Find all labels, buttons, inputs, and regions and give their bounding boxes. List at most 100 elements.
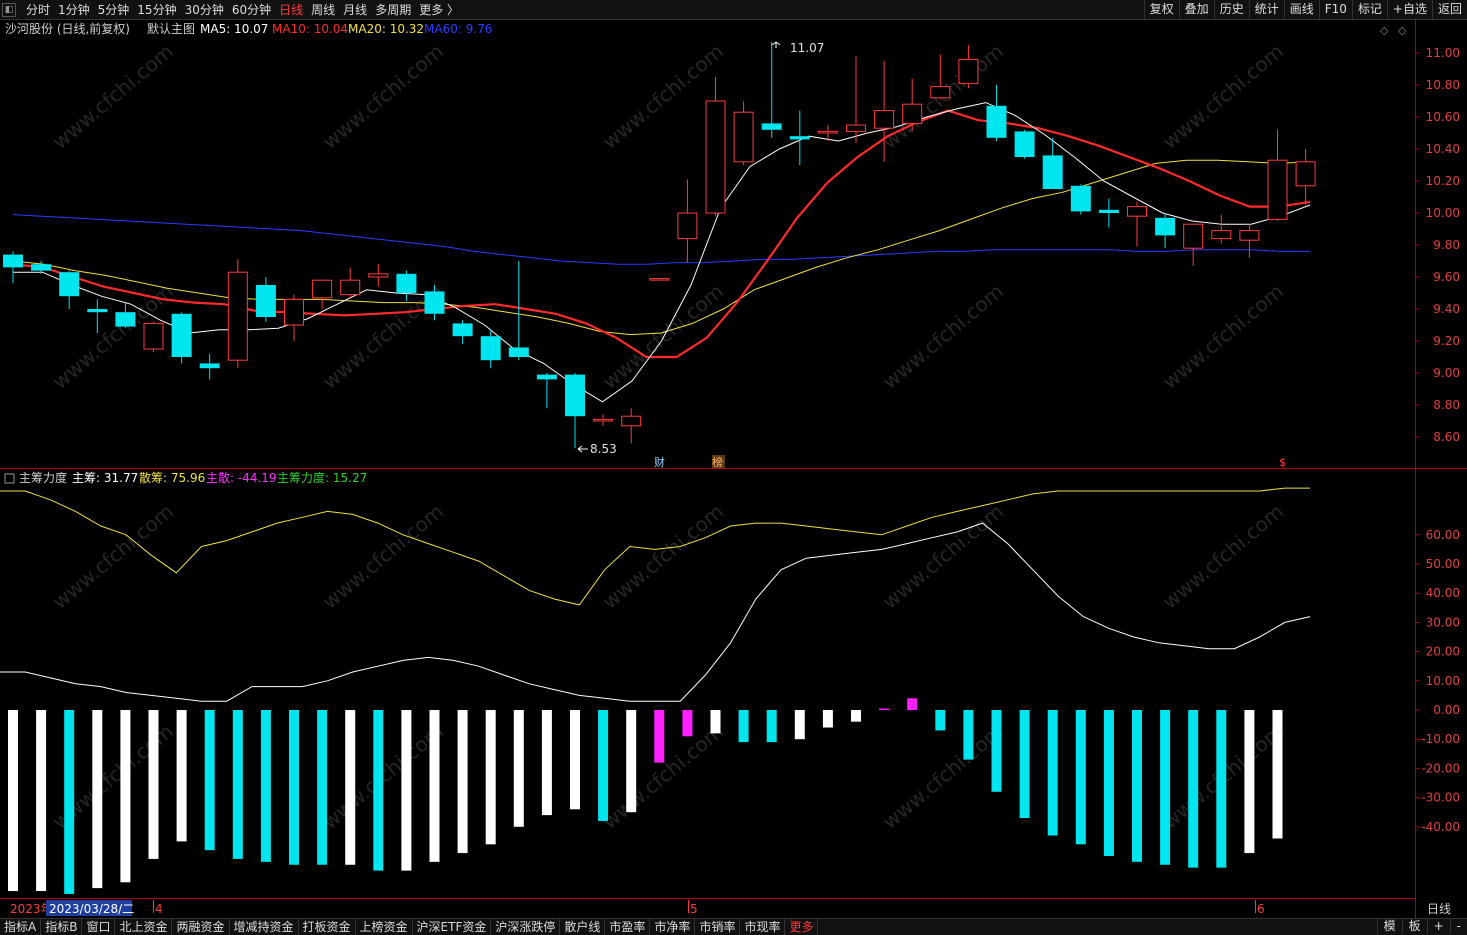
ma10-line — [12, 109, 1311, 359]
candlesticks — [3, 41, 1316, 449]
histogram-bar — [485, 710, 496, 845]
histogram-bar — [1272, 710, 1283, 839]
bottom-control-0[interactable]: 模 — [1376, 918, 1402, 934]
candle — [1070, 184, 1091, 215]
histogram-bar — [907, 698, 918, 710]
candle — [508, 261, 529, 361]
price-tick: 9.80 — [1433, 238, 1460, 252]
timeframe-tab-10[interactable]: 更多 〉 — [419, 3, 460, 17]
candle — [958, 45, 979, 89]
indicator-tab-5[interactable]: 增减持资金 — [230, 919, 299, 935]
candle — [621, 408, 642, 444]
candle — [31, 261, 52, 274]
histogram-bar — [317, 710, 328, 865]
indicator-name: 默认主图 — [147, 21, 195, 36]
toolbar-button-7[interactable]: +自选 — [1386, 0, 1432, 19]
toolbar-button-2[interactable]: 历史 — [1213, 0, 1249, 19]
price-tick: 8.60 — [1433, 430, 1460, 444]
dividend-marker[interactable]: $ — [1279, 456, 1286, 469]
indicator-tab-7[interactable]: 上榜资金 — [356, 919, 413, 935]
indicator-tab-4[interactable]: 两融资金 — [172, 919, 230, 935]
price-tick: 8.80 — [1433, 398, 1460, 412]
timeframe-tab-4[interactable]: 30分钟 — [184, 3, 224, 17]
histogram-bar — [1075, 710, 1086, 845]
finance-marker[interactable]: 财 — [654, 455, 665, 469]
ma10-label: MA10: 10.04 — [272, 22, 348, 36]
candle — [986, 85, 1007, 141]
sub-indicator-title: 主筹力度 — [19, 470, 67, 485]
price-tick: 10.80 — [1426, 78, 1460, 92]
sub-panel-toggle-icon[interactable] — [4, 473, 15, 484]
toolbar-button-3[interactable]: 统计 — [1248, 0, 1284, 19]
candle — [143, 321, 164, 353]
timeframe-tab-9[interactable]: 多周期 — [375, 3, 412, 17]
year-label: 2023年 — [10, 902, 53, 916]
histogram-bar — [260, 710, 271, 862]
histogram-bar — [541, 710, 552, 816]
indicator-tab-6[interactable]: 打板资金 — [299, 919, 356, 935]
indicator-tab-1[interactable]: 指标B — [41, 919, 83, 935]
histogram-bar — [1047, 710, 1058, 836]
timeframe-tab-6[interactable]: 日线 — [279, 3, 304, 17]
candle — [396, 270, 417, 301]
indicator-tab-11[interactable]: 市盈率 — [605, 919, 651, 935]
indicator-tab-2[interactable]: 窗口 — [82, 919, 116, 935]
sub-tick: -30.00 — [1421, 791, 1460, 805]
toolbar-button-1[interactable]: 叠加 — [1178, 0, 1214, 19]
histogram-bar — [176, 710, 187, 842]
top-right-toolbar: 复权 叠加 历史 统计 画线 F10 标记 +自选 返回 — [1143, 0, 1467, 19]
board-marker[interactable]: 榜 — [712, 455, 723, 469]
candle — [1014, 129, 1035, 159]
timeframe-tab-7[interactable]: 周线 — [311, 3, 336, 17]
histogram-bar — [822, 710, 833, 728]
candle — [424, 285, 445, 321]
candle — [199, 353, 220, 380]
indicator-tab-15[interactable]: 更多 — [785, 919, 819, 935]
histogram-bar — [401, 710, 412, 871]
timeframe-tab-3[interactable]: 15分钟 — [137, 3, 177, 17]
toolbar-button-0[interactable]: 复权 — [1143, 0, 1179, 19]
indicator-tab-3[interactable]: 北上资金 — [115, 919, 173, 935]
indicator-tab-12[interactable]: 市净率 — [650, 919, 696, 935]
sub-tick: 0.00 — [1433, 703, 1460, 717]
toolbar-button-4[interactable]: 画线 — [1283, 0, 1319, 19]
indicator-tab-13[interactable]: 市销率 — [695, 919, 741, 935]
timeframe-tab-0[interactable]: 分时 — [26, 3, 51, 17]
histogram-bar — [373, 710, 384, 871]
indicator-tab-0[interactable]: 指标A — [0, 919, 42, 935]
diamond-icon[interactable]: ◇ — [1380, 24, 1389, 37]
timeframe-tab-2[interactable]: 5分钟 — [97, 3, 130, 17]
candle — [1267, 129, 1288, 221]
bottom-control-1[interactable]: 板 — [1401, 918, 1427, 934]
candle — [284, 294, 304, 341]
toolbar-button-6[interactable]: 标记 — [1351, 0, 1387, 19]
timeframe-tab-1[interactable]: 1分钟 — [58, 3, 90, 17]
bottom-control-3[interactable]: - — [1449, 918, 1467, 934]
indicator-tab-10[interactable]: 散户线 — [560, 919, 606, 935]
indicator-tab-9[interactable]: 沪深涨跌停 — [491, 919, 561, 935]
histogram-bar — [766, 710, 777, 743]
toolbar-button-8[interactable]: 返回 — [1431, 0, 1467, 19]
sanchou-label: 散筹: 75.96 — [139, 470, 205, 485]
histogram-bar — [92, 710, 103, 889]
candle — [705, 77, 726, 217]
settings-icon[interactable]: ◇ — [1398, 24, 1407, 37]
period-toolbar: ◧ 分时 1分钟 5分钟 15分钟 30分钟 60分钟 日线 周线 月线 多周期 更多 〉 — [0, 0, 1467, 20]
histogram-bar — [1103, 710, 1114, 856]
indicator-tab-14[interactable]: 市现率 — [740, 919, 786, 935]
timeframe-tab-5[interactable]: 60分钟 — [231, 3, 272, 17]
sub-tick: -20.00 — [1421, 761, 1460, 775]
histogram-bar — [794, 710, 805, 740]
candle — [340, 267, 361, 298]
chart-area[interactable]: www.cfchi.com www.cfchi.com www.cfchi.com w… — [0, 20, 1467, 918]
toolbar-button-5[interactable]: F10 — [1318, 0, 1352, 19]
indicator-tab-8[interactable]: 沪深ETF资金 — [413, 919, 492, 935]
candle — [1183, 223, 1204, 266]
price-tick: 10.60 — [1426, 110, 1460, 124]
window-grip-icon[interactable]: ◧ — [2, 2, 16, 17]
histogram-bar — [148, 710, 159, 859]
watermark-text: www.cfchi.com — [318, 39, 448, 154]
sub-histogram — [8, 698, 1283, 894]
timeframe-tab-8[interactable]: 月线 — [343, 3, 368, 17]
bottom-control-2[interactable]: + — [1426, 918, 1450, 934]
